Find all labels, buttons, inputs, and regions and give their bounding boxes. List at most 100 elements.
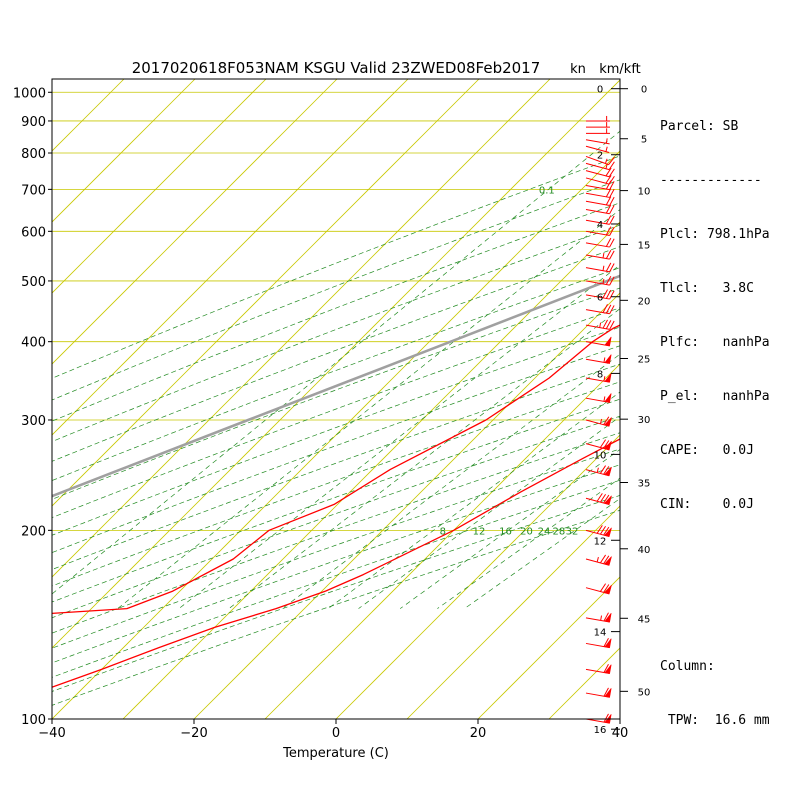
wind-barb xyxy=(586,128,610,134)
wind-barb xyxy=(585,161,615,171)
wind-barb xyxy=(585,262,615,273)
dry-adiabat-label: 270 xyxy=(771,143,793,160)
km-tick-label: 14 xyxy=(594,628,607,639)
wind-barb xyxy=(586,122,610,128)
wind-barb xyxy=(585,465,612,477)
dry-adiabat xyxy=(52,363,620,570)
y-tick-label: 700 xyxy=(21,183,46,198)
isotherm-line xyxy=(52,79,409,436)
wind-barb xyxy=(585,204,615,215)
height-unit-label: km/kft xyxy=(599,62,641,77)
height-scale: 0 2 4 6 8 10 12 14 16 0 5 10 15 20 25 30 35 40 45 50 xyxy=(594,79,651,736)
x-tick-label: 40 xyxy=(612,726,629,741)
wind-barb xyxy=(585,373,612,383)
pel-value: P_el: nanhPa xyxy=(660,389,770,404)
column-label: Column: xyxy=(660,659,715,674)
tpw-value: TPW: 16.6 mm xyxy=(660,713,770,728)
wind-barb xyxy=(585,138,610,145)
y-tick-label: 100 xyxy=(21,713,46,728)
wind-barb xyxy=(585,393,612,403)
isotherm-line xyxy=(264,363,620,719)
dry-adiabat xyxy=(52,246,620,462)
y-tick-label: 400 xyxy=(21,336,46,351)
x-axis-label: Temperature (C) xyxy=(282,746,389,761)
isotherm-line xyxy=(52,79,480,507)
isotherm-line xyxy=(406,505,620,719)
separator: ------------- xyxy=(660,173,762,188)
wind-barb xyxy=(585,215,615,225)
isotherm-line xyxy=(52,150,620,719)
y-tick-label: 1000 xyxy=(13,86,46,101)
tlcl-value: Tlcl: 3.8C xyxy=(660,281,754,296)
y-tick-label: 900 xyxy=(21,115,46,130)
kft-tick-label: 15 xyxy=(638,240,651,251)
wind-barb xyxy=(585,167,615,178)
wind-barb xyxy=(585,275,615,286)
kft-tick-label: 50 xyxy=(638,687,651,698)
y-tick-label: 600 xyxy=(21,225,46,240)
km-tick-label: 4 xyxy=(597,220,603,231)
wind-barb xyxy=(585,583,612,595)
wind-barb xyxy=(585,354,612,364)
mixing-ratio-line xyxy=(52,130,620,595)
kft-tick-label: 35 xyxy=(638,479,651,490)
parcel-label: Parcel: SB xyxy=(660,119,739,134)
mixing-ratio-label: 2 xyxy=(770,185,776,196)
wind-barb xyxy=(585,289,615,300)
stats-panel: Parcel: SB ------------- Plcl: 798.1hPa … xyxy=(660,82,770,748)
isotherm-line xyxy=(335,434,620,719)
wind-barb xyxy=(585,612,612,623)
isotherm-line xyxy=(193,292,620,719)
wind-barb xyxy=(585,180,615,191)
km-tick-label: 8 xyxy=(597,369,603,380)
x-tick-label: 20 xyxy=(470,726,487,741)
parcel-trace xyxy=(52,274,620,498)
km-tick-label: 6 xyxy=(597,293,603,304)
temperature-trace xyxy=(52,438,620,688)
cape-value: CAPE: 0.0J xyxy=(660,443,754,458)
km-tick-label: 16 xyxy=(594,725,607,736)
mixing-ratio-label: 28 xyxy=(553,526,566,537)
kft-tick-label: 30 xyxy=(638,415,651,426)
kft-tick-label: 45 xyxy=(638,614,651,625)
mixing-ratio-line xyxy=(282,353,620,609)
wind-barbs xyxy=(585,115,615,724)
chart-title: 2017020618F053NAM KSGU Valid 23ZWED08Feb… xyxy=(132,59,541,77)
wind-barb xyxy=(585,145,610,153)
y-tick-label: 500 xyxy=(21,275,46,290)
plfc-value: Plfc: nanhPa xyxy=(660,335,770,350)
wind-barb xyxy=(585,226,615,236)
isotherm-line xyxy=(52,79,551,578)
dry-adiabat xyxy=(52,432,620,634)
dry-adiabat xyxy=(52,415,620,619)
cin-value: CIN: 0.0J xyxy=(660,497,754,512)
wind-barb xyxy=(585,663,612,675)
kn-label: kn xyxy=(570,62,586,77)
wind-barb xyxy=(585,304,615,315)
wind-barb xyxy=(585,237,615,248)
wind-barb xyxy=(585,439,612,451)
km-tick-label: 2 xyxy=(597,151,603,162)
wind-barb xyxy=(585,525,612,538)
y-tick-label: 200 xyxy=(21,524,46,539)
y-tick-label: 300 xyxy=(21,414,46,429)
kft-tick-label: 10 xyxy=(638,187,651,198)
wind-barb xyxy=(585,554,612,566)
dry-adiabat xyxy=(52,326,620,536)
x-tick-label: 0 xyxy=(332,726,340,741)
wind-barb xyxy=(585,196,615,206)
y-tick-label: 800 xyxy=(21,147,46,162)
wind-barb xyxy=(585,250,615,260)
kft-tick-label: 0 xyxy=(641,85,647,96)
mixing-ratio-label: 20 xyxy=(520,526,533,537)
dry-adiabat xyxy=(52,448,620,649)
plot-frame xyxy=(51,78,621,720)
sounding-traces xyxy=(52,274,620,688)
wind-barb xyxy=(585,188,615,198)
isotherm-line xyxy=(52,79,196,223)
dewpoint-trace xyxy=(52,324,620,615)
wind-barb xyxy=(585,493,612,505)
kft-tick-label: 20 xyxy=(638,296,651,307)
